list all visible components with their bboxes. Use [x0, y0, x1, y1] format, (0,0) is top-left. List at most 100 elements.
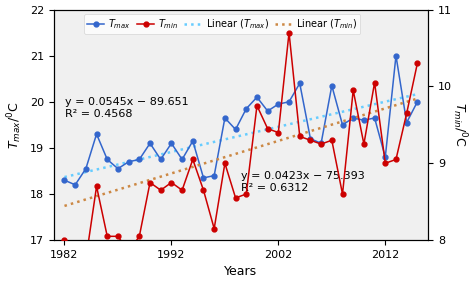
- Linear ($T_{min}$): [244, 149, 249, 152]
- $T_{min}$: [393, 158, 399, 161]
- Linear ($T_{max}$): [179, 148, 185, 151]
- Linear ($T_{max}$): [147, 155, 153, 159]
- Y-axis label: $T_{min}$/$^0$C: $T_{min}$/$^0$C: [450, 103, 468, 147]
- $T_{max}$: [244, 107, 249, 110]
- Linear ($T_{max}$): [83, 170, 89, 174]
- Linear ($T_{max}$): [286, 123, 292, 126]
- $T_{min}$: [361, 142, 367, 146]
- $T_{min}$: [137, 235, 142, 238]
- $T_{min}$: [404, 112, 410, 115]
- Linear ($T_{max}$): [158, 153, 164, 156]
- $T_{max}$: [137, 158, 142, 161]
- $T_{max}$: [383, 155, 388, 159]
- $T_{min}$: [265, 127, 271, 130]
- Linear ($T_{max}$): [222, 138, 228, 141]
- Linear ($T_{min}$): [286, 136, 292, 139]
- $T_{min}$: [201, 189, 206, 192]
- Linear ($T_{max}$): [372, 103, 377, 106]
- $T_{min}$: [94, 185, 100, 188]
- $T_{max}$: [350, 116, 356, 120]
- $T_{max}$: [94, 132, 100, 136]
- Linear ($T_{max}$): [94, 168, 100, 171]
- Linear ($T_{max}$): [340, 110, 346, 113]
- Linear ($T_{max}$): [329, 112, 335, 116]
- Linear ($T_{max}$): [115, 163, 121, 166]
- Linear ($T_{min}$): [350, 116, 356, 120]
- $T_{max}$: [275, 103, 281, 106]
- Linear ($T_{min}$): [415, 97, 420, 100]
- $T_{max}$: [73, 183, 78, 187]
- $T_{max}$: [265, 109, 271, 113]
- Linear ($T_{min}$): [104, 191, 110, 195]
- Line: Linear ($T_{max}$): Linear ($T_{max}$): [64, 94, 418, 177]
- Linear ($T_{max}$): [62, 175, 67, 179]
- Linear ($T_{min}$): [383, 107, 388, 110]
- $T_{min}$: [297, 135, 302, 138]
- Linear ($T_{min}$): [233, 152, 238, 156]
- $T_{max}$: [62, 179, 67, 182]
- $T_{min}$: [308, 139, 313, 142]
- Linear ($T_{max}$): [415, 92, 420, 96]
- Linear ($T_{min}$): [83, 198, 89, 201]
- Text: y = 0.0545x − 89.651
R² = 0.4568: y = 0.0545x − 89.651 R² = 0.4568: [65, 97, 189, 119]
- $T_{max}$: [147, 142, 153, 145]
- Linear ($T_{max}$): [126, 160, 131, 164]
- $T_{min}$: [62, 239, 67, 242]
- $T_{max}$: [201, 176, 206, 179]
- $T_{min}$: [179, 189, 185, 192]
- Linear ($T_{max}$): [265, 128, 271, 131]
- $T_{max}$: [318, 142, 324, 145]
- $T_{min}$: [372, 81, 377, 84]
- Linear ($T_{max}$): [73, 173, 78, 176]
- Linear ($T_{min}$): [126, 185, 131, 188]
- $T_{max}$: [233, 128, 238, 131]
- Linear ($T_{min}$): [393, 103, 399, 107]
- Linear ($T_{min}$): [372, 110, 377, 113]
- $T_{min}$: [169, 181, 174, 184]
- $T_{min}$: [244, 192, 249, 196]
- $T_{min}$: [222, 162, 228, 165]
- $T_{max}$: [404, 121, 410, 124]
- $T_{max}$: [126, 160, 131, 164]
- $T_{max}$: [308, 137, 313, 140]
- $T_{max}$: [361, 118, 367, 122]
- Linear ($T_{max}$): [211, 140, 217, 144]
- Linear ($T_{min}$): [169, 172, 174, 175]
- $T_{max}$: [179, 158, 185, 161]
- Linear ($T_{min}$): [340, 120, 346, 123]
- $T_{max}$: [190, 139, 196, 143]
- Linear ($T_{min}$): [73, 201, 78, 204]
- $T_{max}$: [222, 116, 228, 120]
- $T_{max}$: [169, 142, 174, 145]
- $T_{min}$: [350, 89, 356, 92]
- Linear ($T_{min}$): [147, 178, 153, 181]
- Line: $T_{max}$: $T_{max}$: [62, 53, 420, 187]
- $T_{max}$: [254, 95, 260, 99]
- Linear ($T_{min}$): [297, 133, 302, 136]
- $T_{min}$: [254, 104, 260, 107]
- Linear ($T_{max}$): [104, 165, 110, 169]
- $T_{min}$: [340, 192, 346, 196]
- Linear ($T_{max}$): [361, 105, 367, 108]
- Linear ($T_{max}$): [137, 158, 142, 161]
- $T_{max}$: [115, 167, 121, 170]
- Linear ($T_{max}$): [244, 133, 249, 136]
- $T_{min}$: [83, 258, 89, 261]
- Linear ($T_{max}$): [297, 120, 302, 124]
- X-axis label: Years: Years: [224, 266, 257, 278]
- Linear ($T_{min}$): [265, 143, 271, 146]
- Linear ($T_{max}$): [318, 115, 324, 118]
- $T_{max}$: [393, 54, 399, 57]
- Text: y = 0.0423x − 75.393
R² = 0.6312: y = 0.0423x − 75.393 R² = 0.6312: [241, 171, 365, 193]
- Linear ($T_{min}$): [404, 100, 410, 104]
- Linear ($T_{min}$): [201, 162, 206, 165]
- Linear ($T_{min}$): [137, 181, 142, 185]
- $T_{max}$: [104, 158, 110, 161]
- Linear ($T_{min}$): [115, 188, 121, 191]
- Linear ($T_{max}$): [190, 145, 196, 149]
- Linear ($T_{max}$): [254, 130, 260, 133]
- Linear ($T_{max}$): [393, 97, 399, 101]
- Linear ($T_{max}$): [275, 125, 281, 128]
- Line: Linear ($T_{min}$): Linear ($T_{min}$): [64, 99, 418, 206]
- Linear ($T_{min}$): [329, 123, 335, 126]
